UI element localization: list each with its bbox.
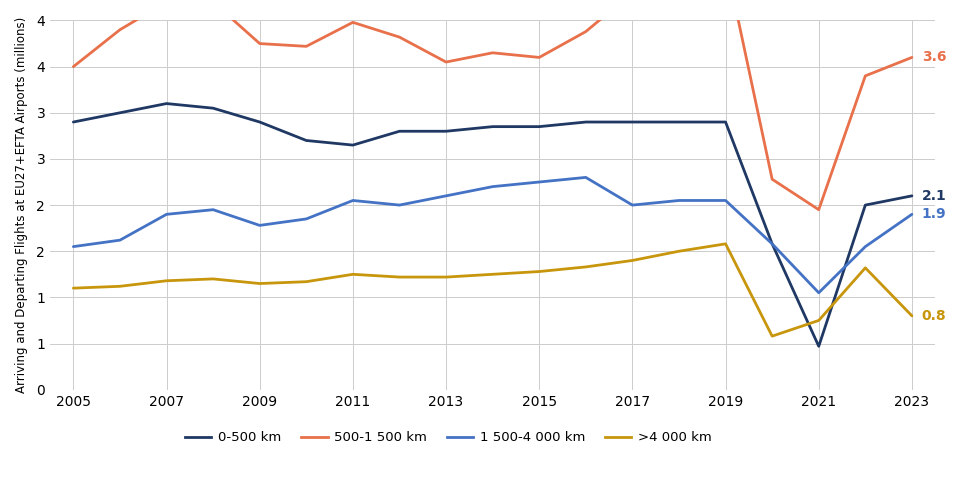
Text: 1.9: 1.9 — [922, 207, 947, 221]
Y-axis label: Arriving and Departing Flights at EU27+EFTA Airports (millions): Arriving and Departing Flights at EU27+E… — [15, 17, 28, 393]
Text: 2.1: 2.1 — [922, 189, 947, 203]
Text: 0.8: 0.8 — [922, 309, 947, 323]
Legend: 0-500 km, 500-1 500 km, 1 500-4 000 km, >4 000 km: 0-500 km, 500-1 500 km, 1 500-4 000 km, … — [179, 426, 717, 450]
Text: 3.6: 3.6 — [922, 50, 946, 64]
